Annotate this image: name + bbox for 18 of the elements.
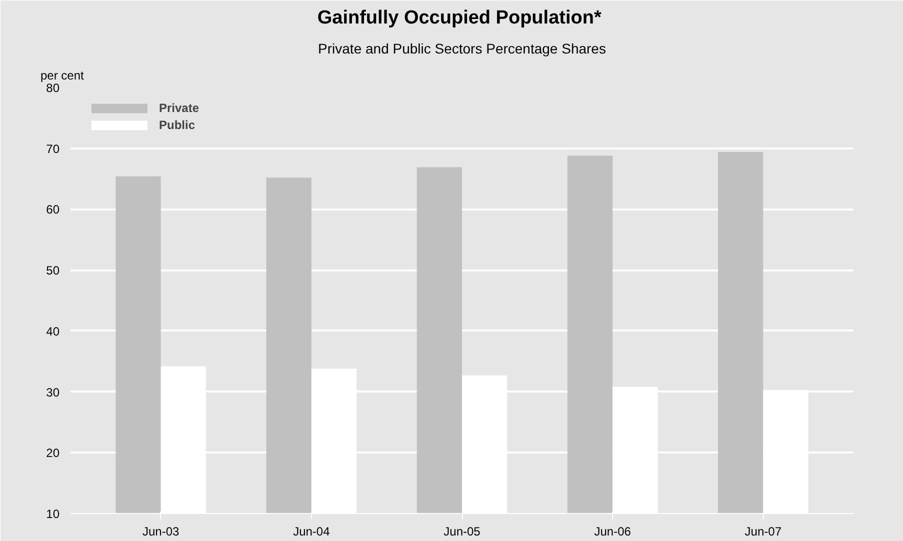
y-tick-label: 80 — [46, 81, 60, 95]
y-tick-label: 30 — [46, 385, 60, 400]
y-axis-title: per cent — [40, 68, 85, 82]
legend-label: Public — [159, 118, 196, 132]
y-tick-label: 60 — [46, 202, 60, 217]
y-tick-label: 40 — [46, 324, 60, 338]
chart-title: Gainfully Occupied Population* — [317, 8, 602, 28]
x-tick-label: Jun-07 — [744, 524, 782, 538]
chart-subtitle: Private and Public Sectors Percentage Shares — [318, 40, 606, 56]
y-tick-label: 20 — [46, 446, 60, 460]
legend-label: Private — [159, 101, 200, 115]
y-tick-label: 10 — [46, 507, 60, 521]
x-tick-label: Jun-05 — [444, 524, 481, 538]
y-tick-label: 50 — [46, 264, 60, 278]
y-tick-label: 70 — [46, 142, 60, 156]
x-tick-label: Jun-04 — [293, 524, 330, 538]
x-tick-label: Jun-03 — [142, 524, 180, 538]
x-tick-label: Jun-06 — [594, 524, 632, 538]
